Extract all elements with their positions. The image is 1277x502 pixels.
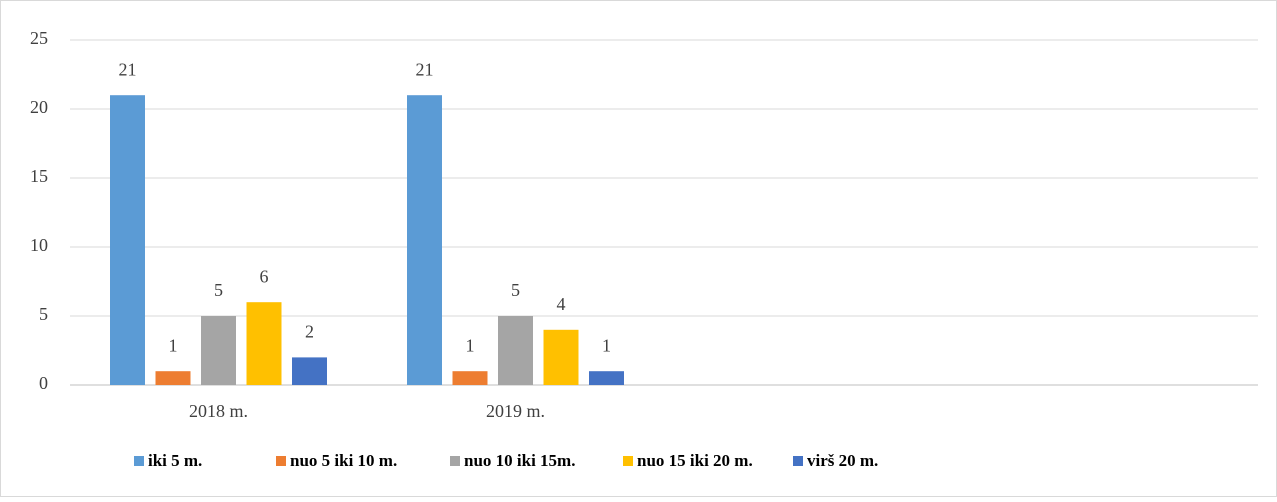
- legend-swatch: [134, 456, 144, 466]
- bar: [110, 95, 145, 385]
- y-tick-label: 5: [39, 304, 48, 324]
- bar: [589, 371, 624, 385]
- legend-label: virš 20 m.: [807, 451, 878, 470]
- legend-label: nuo 5 iki 10 m.: [290, 451, 397, 470]
- bar: [201, 316, 236, 385]
- data-label: 4: [557, 294, 566, 314]
- legend-swatch: [276, 456, 286, 466]
- data-label: 5: [214, 280, 223, 300]
- x-tick-label: 2018 m.: [189, 401, 248, 421]
- legend-swatch: [793, 456, 803, 466]
- x-tick-label: 2019 m.: [486, 401, 545, 421]
- legend-label: nuo 10 iki 15m.: [464, 451, 575, 470]
- bar: [498, 316, 533, 385]
- data-label: 2: [305, 322, 314, 342]
- y-tick-label: 0: [39, 373, 48, 393]
- bar: [155, 371, 191, 385]
- data-label: 5: [511, 280, 520, 300]
- y-tick-label: 10: [30, 235, 48, 255]
- data-label: 6: [260, 266, 269, 286]
- legend-swatch: [450, 456, 460, 466]
- bar: [452, 371, 488, 385]
- data-label: 1: [169, 335, 178, 355]
- bar: [407, 95, 442, 385]
- y-tick-label: 15: [30, 166, 48, 186]
- data-label: 21: [416, 59, 434, 79]
- legend-swatch: [623, 456, 633, 466]
- legend-label: iki 5 m.: [148, 451, 202, 470]
- data-label: 1: [602, 335, 611, 355]
- legend-label: nuo 15 iki 20 m.: [637, 451, 753, 470]
- data-label: 21: [119, 59, 137, 79]
- bar: [543, 329, 579, 385]
- bar: [246, 302, 282, 385]
- bar: [292, 357, 327, 385]
- y-tick-label: 25: [30, 28, 48, 48]
- y-tick-label: 20: [30, 97, 48, 117]
- data-label: 1: [466, 335, 475, 355]
